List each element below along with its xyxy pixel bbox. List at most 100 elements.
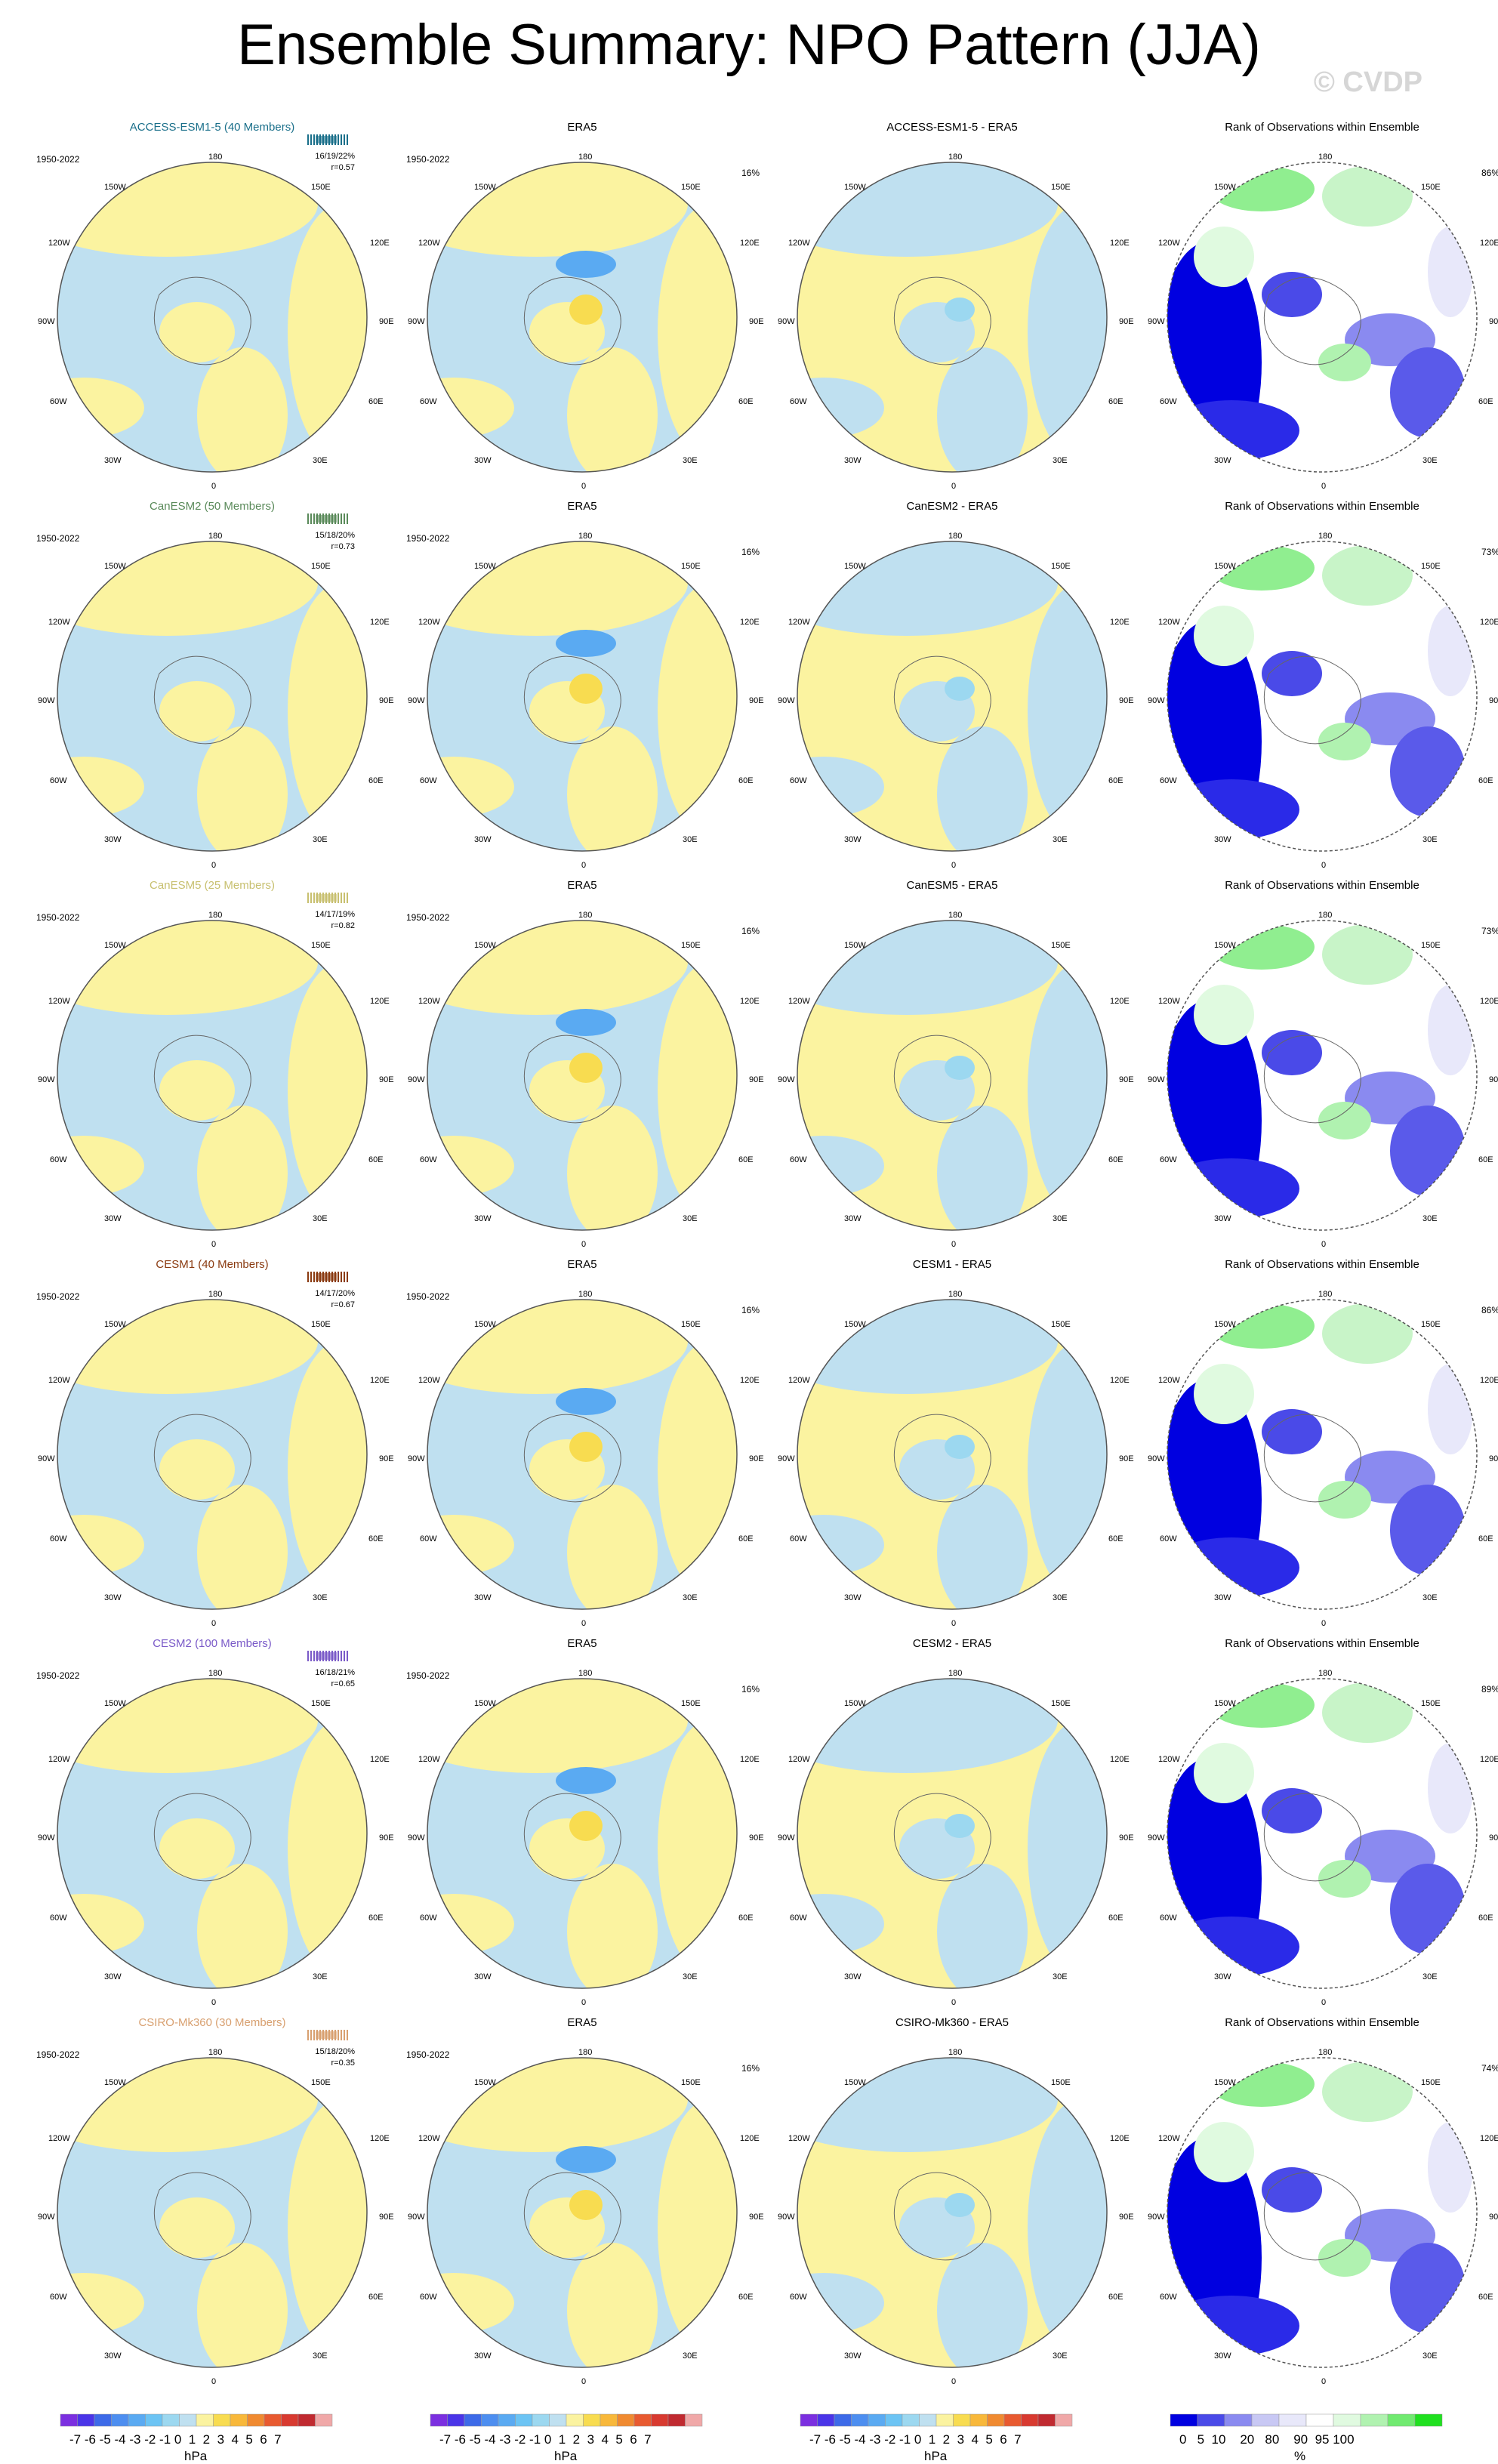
longitude-label: 60W (1160, 1155, 1177, 1164)
longitude-label: 90E (379, 1833, 394, 1843)
longitude-label: 120W (1158, 1755, 1180, 1764)
map-region (556, 2146, 616, 2173)
obs-map (427, 541, 738, 852)
longitude-label: 150W (474, 1699, 496, 1708)
longitude-label: 90E (1489, 1454, 1498, 1463)
year-range: 1950-2022 (406, 154, 450, 165)
ensemble-spread-icon (307, 1272, 348, 1282)
map-region (57, 921, 318, 1015)
rank-map-region (1194, 2122, 1254, 2182)
map-region (556, 1767, 616, 1794)
longitude-label: 60W (790, 397, 807, 406)
longitude-label: 30W (1214, 1214, 1231, 1223)
rank-map-region (1390, 1106, 1466, 1196)
map-region (658, 583, 737, 840)
colorbar-swatch (1003, 2413, 1022, 2427)
ensemble-stats: 16/19/22% r=0.57 (315, 151, 355, 174)
longitude-label: 30W (844, 2351, 862, 2361)
map-region (197, 2243, 288, 2367)
diff-panel: CanESM2 - ERA5 180 150W 150E 120W 120E 90W 90E 6… (767, 500, 1137, 877)
longitude-label: 120E (1110, 1376, 1130, 1385)
map-region (197, 347, 288, 472)
colorbar-swatch (969, 2413, 988, 2427)
longitude-label: 60E (738, 1914, 754, 1923)
coastline (1263, 2172, 1361, 2261)
rank-map (1167, 2057, 1478, 2368)
map-border (797, 541, 1108, 852)
pct-range: 16/19/22% (315, 152, 355, 161)
longitude-label: 90E (1489, 2213, 1498, 2222)
longitude-label: 90E (749, 2213, 764, 2222)
longitude-label: 60W (420, 1155, 437, 1164)
longitude-label: 60W (1160, 1534, 1177, 1543)
map-region (797, 1515, 884, 1575)
map-region (427, 162, 688, 257)
rank-map-region (1194, 985, 1254, 1045)
year-range: 1950-2022 (406, 533, 450, 544)
longitude-label: 30E (1053, 835, 1068, 844)
map-region (427, 1136, 514, 1196)
longitude-label: 180 (208, 2048, 223, 2057)
coastline (893, 1414, 991, 1503)
longitude-label: 90W (1148, 317, 1165, 326)
longitude-label: 90E (379, 2213, 394, 2222)
colorbar-swatch (583, 2413, 601, 2427)
map-region (197, 726, 288, 851)
map-region (937, 1485, 1028, 1609)
rank-panel: Rank of Observations within Ensemble 73% 1… (1137, 879, 1498, 1257)
map-region (427, 1679, 688, 1773)
map-region (57, 378, 144, 438)
longitude-label: 150E (311, 1320, 331, 1329)
longitude-label: 60E (368, 397, 384, 406)
map-region (937, 1864, 1028, 1988)
longitude-label: 60E (738, 1534, 754, 1543)
longitude-label: 90E (379, 317, 394, 326)
longitude-label: 90E (1489, 1833, 1498, 1843)
map-border (427, 541, 738, 852)
colorbar-swatch (111, 2413, 129, 2427)
rank-pct: 89% (1481, 1684, 1498, 1695)
longitude-label: 0 (211, 482, 217, 491)
map-border (57, 1299, 368, 1610)
panel-title: CESM2 - ERA5 (912, 1637, 992, 1650)
colorbar-swatch (1305, 2413, 1334, 2427)
longitude-label: 90E (379, 696, 394, 705)
longitude-label: 0 (1321, 2377, 1327, 2386)
longitude-label: 60E (1108, 2293, 1124, 2302)
longitude-label: 0 (1321, 1240, 1327, 1249)
colorbar-swatch (247, 2413, 265, 2427)
longitude-label: 30E (1053, 2351, 1068, 2361)
pct-range: 15/18/20% (315, 531, 355, 540)
longitude-label: 180 (208, 532, 223, 541)
longitude-label: 60E (1478, 2293, 1493, 2302)
map-region (797, 1136, 884, 1196)
panel-title: Rank of Observations within Ensemble (1225, 1258, 1419, 1271)
rank-pct: 74% (1481, 2063, 1498, 2074)
variance-pct: 16% (741, 1305, 760, 1315)
longitude-label: 120W (1158, 618, 1180, 627)
rank-map-region (1318, 723, 1371, 760)
rank-map-region (1318, 1860, 1371, 1898)
diff-map (797, 162, 1108, 473)
longitude-label: 150E (1051, 183, 1071, 192)
rank-map-region (1167, 1917, 1299, 1977)
colorbar-swatch (902, 2413, 920, 2427)
longitude-label: 120W (48, 1755, 70, 1764)
coastline (893, 655, 991, 745)
pct-range: 14/17/20% (315, 1289, 355, 1298)
longitude-label: 30E (683, 456, 698, 465)
map-region (945, 677, 975, 701)
longitude-label: 30E (683, 1214, 698, 1223)
longitude-label: 30W (1214, 456, 1231, 465)
colorbar-swatch (532, 2413, 550, 2427)
longitude-label: 180 (1318, 1290, 1333, 1299)
ensemble-stats: 15/18/20% r=0.73 (315, 530, 355, 553)
longitude-label: 150E (1421, 1320, 1441, 1329)
colorbar-swatch (1387, 2413, 1416, 2427)
map-region (1028, 1720, 1107, 1977)
longitude-label: 30W (844, 1214, 862, 1223)
longitude-label: 30W (1214, 2351, 1231, 2361)
colorbar-labels: -7 -6 -5 -4 -3 -2 -1 0 1 2 3 4 5 6 7 (809, 2432, 1022, 2447)
rank-map-region (1167, 1537, 1299, 1598)
longitude-label: 90W (38, 1454, 55, 1463)
